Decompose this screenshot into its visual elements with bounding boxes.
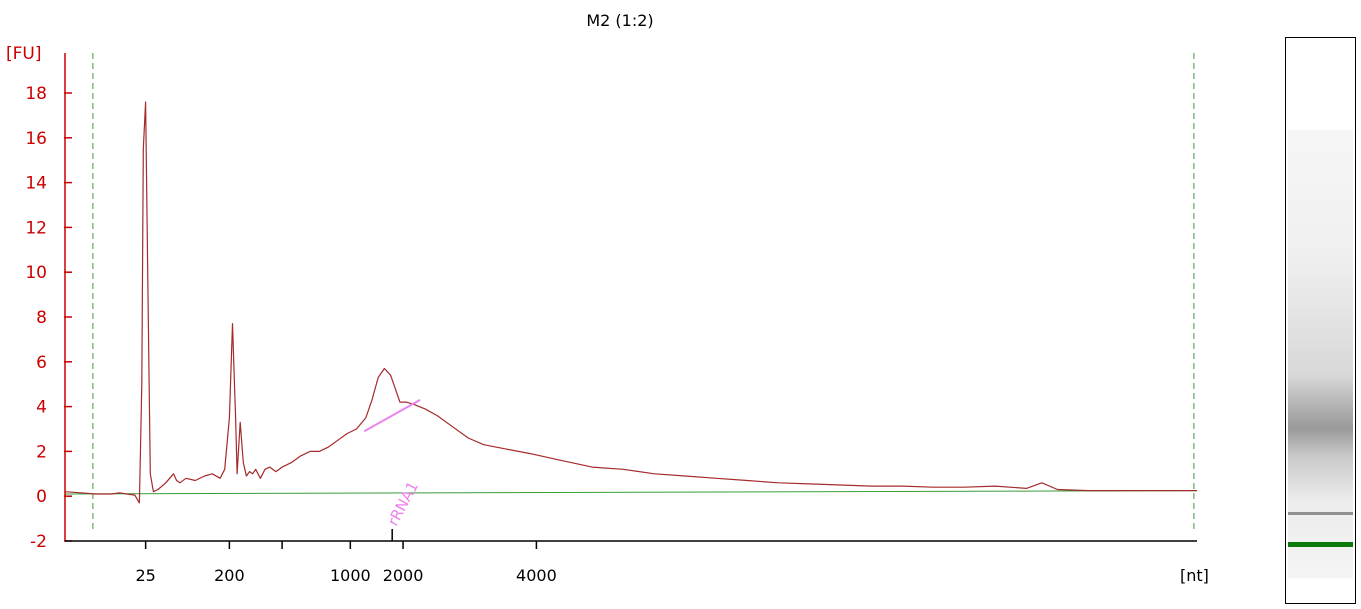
trace-layer bbox=[64, 101, 1197, 504]
x-axis: 25 200 1000 2000 4000 bbox=[65, 540, 1197, 585]
y-tick-label: 16 bbox=[25, 129, 47, 149]
x-tick-label: 25 bbox=[135, 566, 155, 585]
x-tick-label: 200 bbox=[214, 566, 245, 585]
electropherogram-trace bbox=[64, 101, 1197, 504]
gel-lower-band bbox=[1288, 512, 1353, 516]
annotation-layer: rRNA1 bbox=[363, 399, 422, 541]
gel-smear bbox=[1288, 130, 1353, 578]
y-tick-label: 12 bbox=[25, 218, 47, 238]
y-tick-label: 2 bbox=[36, 442, 47, 462]
x-axis-unit-label: [nt] bbox=[1180, 566, 1209, 585]
peak-annotation-label: rRNA1 bbox=[384, 478, 422, 529]
x-tick-label: 2000 bbox=[383, 566, 424, 585]
y-tick-label: -2 bbox=[30, 532, 47, 552]
chart-title: M2 (1:2) bbox=[586, 11, 653, 30]
gel-lane-image bbox=[1285, 37, 1356, 604]
y-axis-unit-label: [FU] bbox=[6, 44, 42, 64]
y-tick-label: 10 bbox=[25, 263, 47, 283]
baseline-layer bbox=[64, 490, 1198, 495]
y-tick-label: 4 bbox=[36, 398, 47, 418]
y-tick-label: 0 bbox=[36, 487, 47, 507]
peak-fit-line bbox=[363, 399, 421, 433]
y-tick-label: 14 bbox=[25, 174, 47, 194]
x-tick-label: 4000 bbox=[516, 566, 557, 585]
y-tick-label: 6 bbox=[36, 353, 47, 373]
baseline-line bbox=[64, 490, 1198, 495]
window-markers bbox=[92, 53, 1195, 529]
x-tick-label: 1000 bbox=[330, 566, 371, 585]
y-tick-label: 8 bbox=[36, 308, 47, 328]
y-axis: -2 0 2 4 6 8 10 12 14 16 18 bbox=[25, 53, 72, 552]
y-tick-label: 18 bbox=[25, 84, 47, 104]
gel-marker-band bbox=[1288, 542, 1353, 548]
